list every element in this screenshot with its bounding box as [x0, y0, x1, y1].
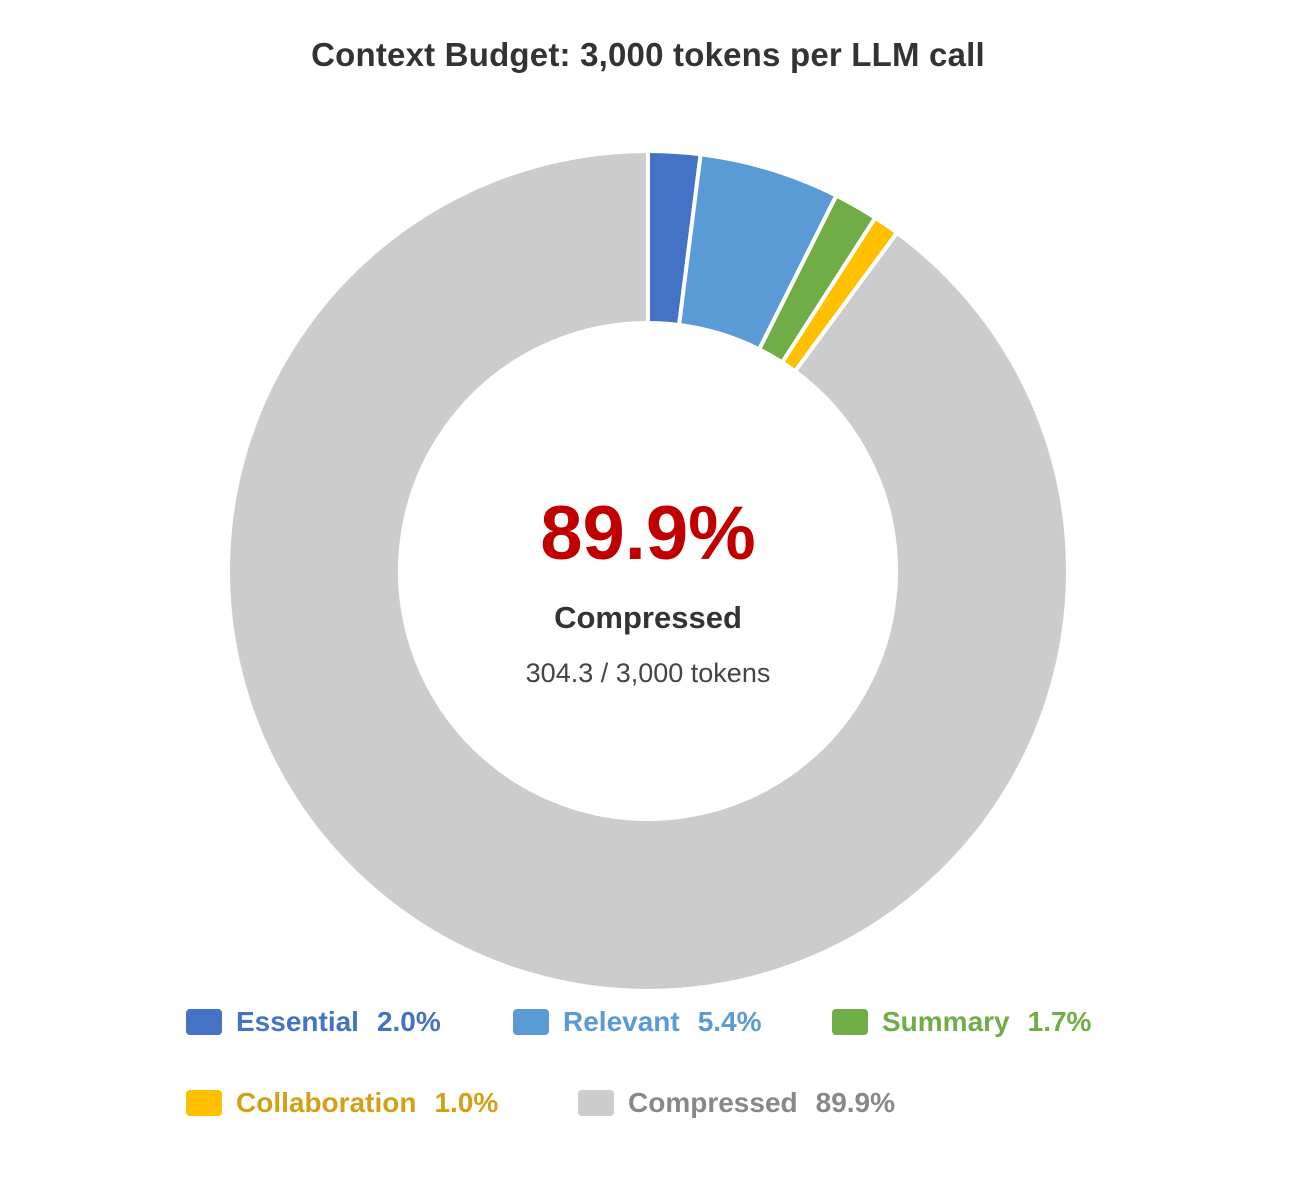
slice-compressed: [226, 148, 1070, 993]
legend-item-summary: Summary 1.7%: [832, 1002, 1091, 1042]
legend-label: Summary: [882, 1006, 1010, 1037]
legend-swatch: [186, 1090, 222, 1116]
legend-percent: 2.0%: [376, 1006, 441, 1037]
center-token-count: 304.3 / 3,000 tokens: [525, 658, 771, 688]
legend-label: Compressed: [628, 1087, 798, 1118]
legend-swatch: [578, 1090, 614, 1116]
legend-swatch: [832, 1009, 868, 1035]
legend-swatch: [186, 1009, 222, 1035]
legend-item-compressed: Compressed 89.9%: [578, 1083, 895, 1123]
legend-percent: 5.4%: [697, 1006, 762, 1037]
legend-percent: 89.9%: [815, 1087, 896, 1118]
chart-title: Context Budget: 3,000 tokens per LLM cal…: [311, 36, 985, 73]
legend-label: Collaboration: [236, 1087, 417, 1118]
center-value: 89.9%: [540, 491, 756, 576]
legend-percent: 1.0%: [434, 1087, 499, 1118]
legend-item-collaboration: Collaboration 1.0%: [186, 1083, 498, 1123]
legend-item-essential: Essential 2.0%: [186, 1002, 441, 1042]
center-caption: Compressed: [554, 600, 742, 635]
legend-item-relevant: Relevant 5.4%: [513, 1002, 762, 1042]
legend-percent: 1.7%: [1027, 1006, 1092, 1037]
legend-label: Essential: [236, 1006, 359, 1037]
legend-label: Relevant: [563, 1006, 680, 1037]
legend-swatch: [513, 1009, 549, 1035]
